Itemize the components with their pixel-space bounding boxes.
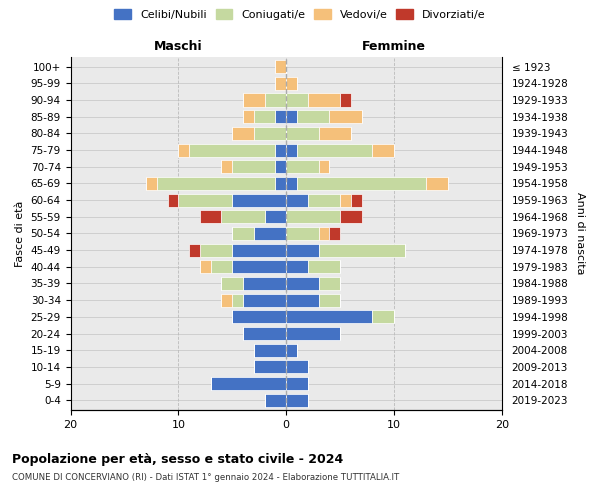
Bar [286,227,319,240]
Bar [232,260,286,274]
Bar [189,244,200,256]
Bar [232,194,286,206]
Bar [275,160,286,173]
Bar [146,177,157,190]
Bar [265,94,286,106]
Bar [329,227,340,240]
Bar [275,77,286,90]
Bar [286,394,308,407]
Bar [373,310,394,324]
Bar [265,394,286,407]
Bar [427,177,448,190]
Bar [221,294,232,306]
Bar [286,260,308,274]
Legend: Celibi/Nubili, Coniugati/e, Vedovi/e, Divorziati/e: Celibi/Nubili, Coniugati/e, Vedovi/e, Di… [111,6,489,23]
Bar [286,144,297,156]
Bar [286,160,319,173]
Bar [178,144,189,156]
Bar [178,194,232,206]
Bar [297,177,427,190]
Bar [308,194,340,206]
Bar [340,194,351,206]
Bar [319,277,340,290]
Bar [319,227,329,240]
Bar [286,194,308,206]
Bar [200,244,232,256]
Bar [254,227,286,240]
Bar [297,144,373,156]
Bar [243,277,286,290]
Bar [232,244,286,256]
Bar [200,260,211,274]
Bar [243,294,286,306]
Y-axis label: Fasce di età: Fasce di età [15,200,25,266]
Bar [275,144,286,156]
Bar [286,277,319,290]
Bar [232,160,275,173]
Bar [275,110,286,123]
Bar [319,244,405,256]
Bar [189,144,275,156]
Bar [297,110,329,123]
Bar [221,210,265,224]
Bar [221,160,232,173]
Bar [232,310,286,324]
Bar [232,294,243,306]
Bar [286,294,319,306]
Text: Femmine: Femmine [362,40,426,54]
Bar [351,194,362,206]
Bar [286,360,308,374]
Bar [211,260,232,274]
Bar [286,310,373,324]
Bar [286,110,297,123]
Bar [265,210,286,224]
Bar [373,144,394,156]
Bar [286,377,308,390]
Bar [243,94,265,106]
Text: Maschi: Maschi [154,40,203,54]
Bar [308,94,340,106]
Text: COMUNE DI CONCERVIANO (RI) - Dati ISTAT 1° gennaio 2024 - Elaborazione TUTTITALI: COMUNE DI CONCERVIANO (RI) - Dati ISTAT … [12,472,399,482]
Bar [275,60,286,73]
Bar [167,194,178,206]
Bar [254,110,275,123]
Bar [319,294,340,306]
Bar [254,360,286,374]
Bar [221,277,243,290]
Bar [319,160,329,173]
Bar [286,327,340,340]
Bar [232,227,254,240]
Y-axis label: Anni di nascita: Anni di nascita [575,192,585,274]
Bar [319,127,351,140]
Bar [329,110,362,123]
Bar [232,127,254,140]
Text: Popolazione per età, sesso e stato civile - 2024: Popolazione per età, sesso e stato civil… [12,452,343,466]
Bar [243,110,254,123]
Bar [308,260,340,274]
Bar [157,177,275,190]
Bar [286,210,340,224]
Bar [286,94,308,106]
Bar [286,127,319,140]
Bar [340,210,362,224]
Bar [286,177,297,190]
Bar [254,344,286,356]
Bar [200,210,221,224]
Bar [286,244,319,256]
Bar [340,94,351,106]
Bar [286,344,297,356]
Bar [254,127,286,140]
Bar [211,377,286,390]
Bar [243,327,286,340]
Bar [286,77,297,90]
Bar [275,177,286,190]
